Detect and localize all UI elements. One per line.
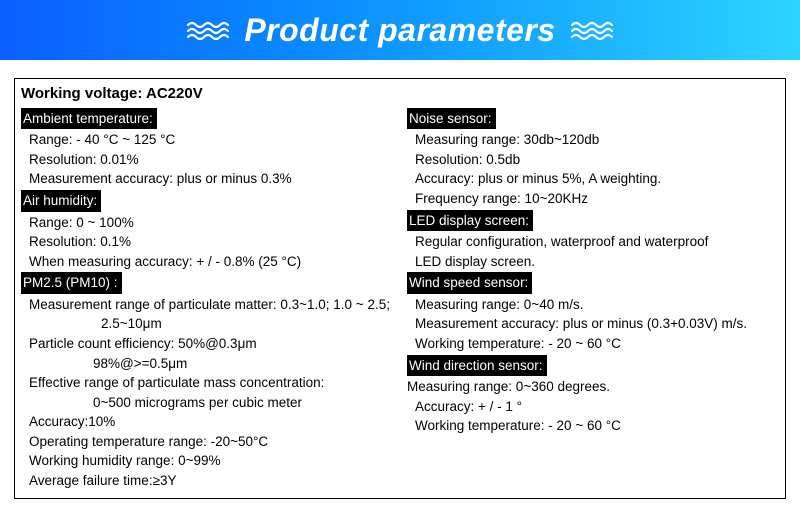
spec-row: 0~500 micrograms per cubic meter [21,393,393,413]
section-wind-dir: Wind direction sensor: [407,355,547,377]
spec-row: LED display screen. [407,252,779,272]
spec-row: Measurement accuracy: plus or minus 0.3% [21,169,393,189]
spec-row: Resolution: 0.1% [21,232,393,252]
left-column: Ambient temperature: Range: - 40 °C ~ 12… [21,107,393,491]
spec-row: 98%@>=0.5μm [21,354,393,374]
spec-row: 2.5~10μm [21,314,393,334]
spec-row: When measuring accuracy: + / - 0.8% (25 … [21,252,393,272]
section-led: LED display screen: [407,210,533,232]
right-column: Noise sensor: Measuring range: 30db~120d… [407,107,779,491]
banner-title: Product parameters [244,12,555,49]
spec-row: Measurement accuracy: plus or minus (0.3… [407,314,779,334]
spec-row: Measuring range: 30db~120db [407,130,779,150]
section-wind-speed: Wind speed sensor: [407,272,532,294]
section-ambient-temp: Ambient temperature: [21,108,157,130]
spec-row: Measurement range of particulate matter:… [21,295,393,315]
spec-row: Resolution: 0.5db [407,150,779,170]
spec-row: Measuring range: 0~360 degrees. [407,377,779,397]
spec-row: Accuracy:10% [21,412,393,432]
section-pm25: PM2.5 (PM10) : [21,272,122,294]
title-banner: Product parameters [0,0,800,60]
spec-row: Frequency range: 10~20KHz [407,189,779,209]
spec-row: Operating temperature range: -20~50°C [21,432,393,452]
spec-row: Effective range of particulate mass conc… [21,373,393,393]
spec-row: Accuracy: plus or minus 5%, A weighting. [407,169,779,189]
spec-row: Range: 0 ~ 100% [21,213,393,233]
spec-row: Accuracy: + / - 1 ° [407,397,779,417]
spec-row: Working temperature: - 20 ~ 60 °C [407,416,779,436]
wave-icon [570,19,614,41]
spec-row: Resolution: 0.01% [21,150,393,170]
spec-row: Working humidity range: 0~99% [21,451,393,471]
spec-sheet: Working voltage: AC220V Ambient temperat… [14,78,786,499]
spec-row: Range: - 40 °C ~ 125 °C [21,130,393,150]
spec-row: Particle count efficiency: 50%@0.3μm [21,334,393,354]
spec-row: Measuring range: 0~40 m/s. [407,295,779,315]
section-air-humidity: Air humidity: [21,190,101,212]
section-noise: Noise sensor: [407,108,496,130]
working-voltage: Working voltage: AC220V [21,83,779,105]
spec-row: Working temperature: - 20 ~ 60 °C [407,334,779,354]
spec-row: Regular configuration, waterproof and wa… [407,232,779,252]
wave-icon [186,19,230,41]
spec-row: Average failure time:≥3Y [21,471,393,491]
